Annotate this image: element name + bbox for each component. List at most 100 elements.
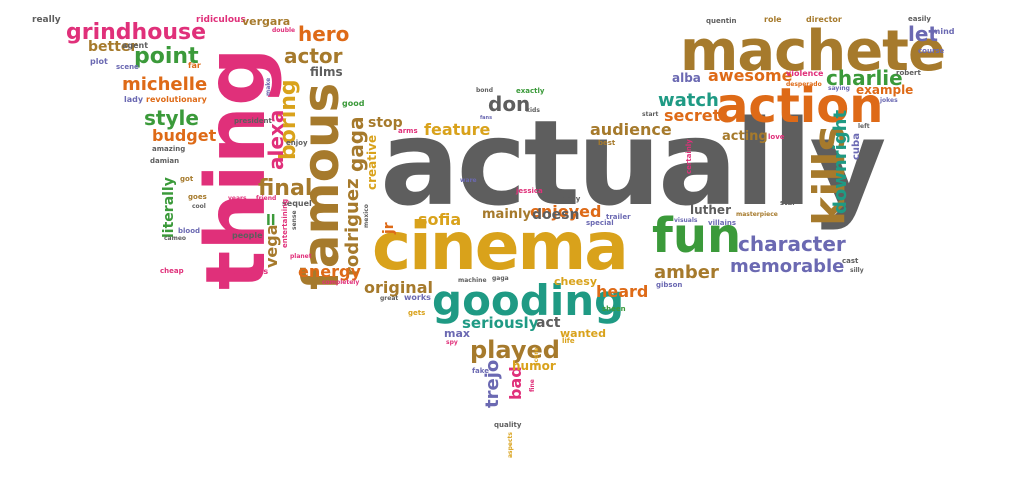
word-make: make <box>265 77 272 96</box>
word-cast: cast <box>842 257 859 265</box>
word-style: style <box>144 106 199 130</box>
word-goes: goes <box>188 193 207 201</box>
word-star: star <box>780 199 796 207</box>
word-banderas: banderas <box>226 267 269 276</box>
word-mainly: mainly <box>482 207 531 222</box>
word-cheesy: cheesy <box>554 275 597 288</box>
word-quality: quality <box>494 421 522 429</box>
word-scene: scene <box>116 63 139 71</box>
word-got: got <box>180 175 194 183</box>
word-director: director <box>806 15 842 24</box>
word-played: played <box>470 336 560 364</box>
word-plot: plot <box>90 57 108 66</box>
word-michelle: michelle <box>122 74 208 95</box>
word-doesn: doesn <box>532 207 580 223</box>
word-final: final <box>258 176 313 201</box>
word-years: years <box>228 195 247 202</box>
word-energy: energy <box>298 262 361 281</box>
word-completely: completely <box>322 279 360 286</box>
word-certainly: certainly <box>685 139 693 174</box>
word-villains: villains <box>708 219 737 227</box>
word-action: action <box>716 78 884 134</box>
word-wanted: wanted <box>560 327 607 340</box>
word-ware: ware <box>460 177 477 184</box>
word-best: best <box>598 139 616 147</box>
word-point: point <box>134 44 199 69</box>
word-creative: creative <box>365 134 379 190</box>
word-don: don <box>488 92 531 116</box>
word-better: better <box>88 39 138 55</box>
word-original: original <box>364 278 433 297</box>
word-arms: arms <box>398 127 418 135</box>
word-cameo: cameo <box>164 235 187 242</box>
word-mind: mind <box>932 27 955 36</box>
word-great: great <box>380 295 399 302</box>
word-good: good <box>342 99 365 108</box>
word-actually: actually <box>380 94 886 232</box>
word-jessica: jessica <box>516 187 543 195</box>
word-acting: acting <box>722 129 768 144</box>
word-charlie: charlie <box>826 66 903 90</box>
word-fake: fake <box>472 367 489 375</box>
word-stop: stop <box>368 115 403 131</box>
word-president: president <box>234 117 272 125</box>
word-desperado: desperado <box>786 81 822 88</box>
word-amber: amber <box>654 262 719 283</box>
word-machete: machete <box>680 19 946 84</box>
word-really: really <box>32 15 61 25</box>
word-exactly: exactly <box>516 87 545 95</box>
word-ll: ll <box>266 213 276 229</box>
word-masterpiece: masterpiece <box>736 211 778 218</box>
word-mexico: mexico <box>363 204 370 228</box>
word-trailer: trailer <box>606 213 631 221</box>
word-cheap: cheap <box>160 267 184 275</box>
word-audience: audience <box>590 120 672 139</box>
word-life: life <box>562 337 575 345</box>
word-special: special <box>586 219 614 227</box>
word-cuba: cuba <box>851 133 862 160</box>
word-cool: cool <box>192 203 206 210</box>
word-example: example <box>856 83 914 97</box>
word-violence: violence <box>786 69 824 78</box>
word-feature: feature <box>424 120 491 139</box>
word-budget: budget <box>152 126 217 145</box>
word-revolutionary: revolutionary <box>146 95 207 104</box>
word-left: left <box>858 123 870 130</box>
word-luther: luther <box>690 203 731 217</box>
word-blood: blood <box>178 227 201 235</box>
word-gaga-small: gaga <box>492 275 509 282</box>
word-silly: silly <box>850 267 864 274</box>
word-gooding: gooding <box>432 276 625 325</box>
word-character: character <box>738 232 846 256</box>
word-films: films <box>310 65 343 79</box>
word-awesome: awesome <box>708 66 793 85</box>
word-ridiculous: ridiculous <box>196 15 246 25</box>
word-heard: heard <box>596 282 649 301</box>
word-people: people <box>232 231 263 240</box>
word-downright: downright <box>830 109 851 214</box>
word-machine: machine <box>458 277 487 284</box>
word-sequel: sequel <box>282 199 312 208</box>
word-kids: kids <box>526 107 540 114</box>
word-alba: alba <box>672 71 701 85</box>
word-gets: gets <box>408 309 426 317</box>
word-amazing: amazing <box>152 145 186 153</box>
word-gaga: gaga <box>344 116 368 172</box>
word-secret: secret <box>664 106 721 125</box>
word-fine: fine <box>529 379 536 392</box>
word-jokes: jokes <box>880 97 898 104</box>
word-works: works <box>404 293 431 302</box>
word-saying: saying <box>828 85 850 92</box>
word-max: max <box>444 327 470 340</box>
word-easily: easily <box>908 15 931 23</box>
word-gibson: gibson <box>656 281 683 289</box>
word-far: far <box>188 61 201 70</box>
word-visuals: visuals <box>674 217 698 224</box>
word-hero: hero <box>298 22 350 46</box>
word-grindhouse: grindhouse <box>66 20 207 45</box>
word-vega: vega <box>262 224 281 268</box>
word-lady: lady <box>124 95 144 104</box>
word-let: let <box>908 22 938 46</box>
word-seriously: seriously <box>462 314 539 332</box>
